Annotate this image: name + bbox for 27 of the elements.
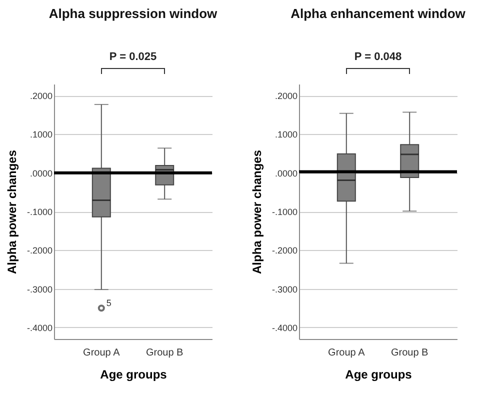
annotation: 5 <box>106 298 112 308</box>
y-tick-label: -.2000 <box>26 246 52 256</box>
y-tick-label: .0000 <box>274 168 298 178</box>
y-tick-label: .2000 <box>274 91 298 102</box>
y-tick-label: .2000 <box>30 91 52 102</box>
y-tick-label: -.4000 <box>272 322 298 333</box>
text: P = 0.025 <box>109 51 157 63</box>
x-axis-title: Age groups <box>345 368 412 382</box>
y-axis-title: Alpha power changes <box>4 150 19 274</box>
y-tick-label: -.1000 <box>26 207 52 217</box>
y-tick-label: -.4000 <box>26 322 52 333</box>
y-tick-label: .1000 <box>30 130 52 140</box>
chart-title: Alpha enhancement window <box>290 6 466 21</box>
x-axis-title: Age groups <box>100 368 168 382</box>
x-tick-label: Group B <box>146 348 184 358</box>
x-tick-label: Group A <box>328 348 366 358</box>
y-tick-label: -.3000 <box>272 284 298 294</box>
chart-title: Alpha suppression window <box>48 6 218 21</box>
text: P = 0.048 <box>354 51 402 63</box>
x-tick-label: Group A <box>83 348 120 358</box>
y-tick-label: -.3000 <box>26 284 52 294</box>
y-tick-label: .1000 <box>274 130 298 140</box>
x-tick-label: Group B <box>390 348 429 358</box>
y-tick-label: .0000 <box>30 168 52 178</box>
y-axis-title: Alpha power changes <box>250 150 264 274</box>
y-tick-label: -.2000 <box>272 246 298 256</box>
y-tick-label: -.1000 <box>272 207 298 217</box>
